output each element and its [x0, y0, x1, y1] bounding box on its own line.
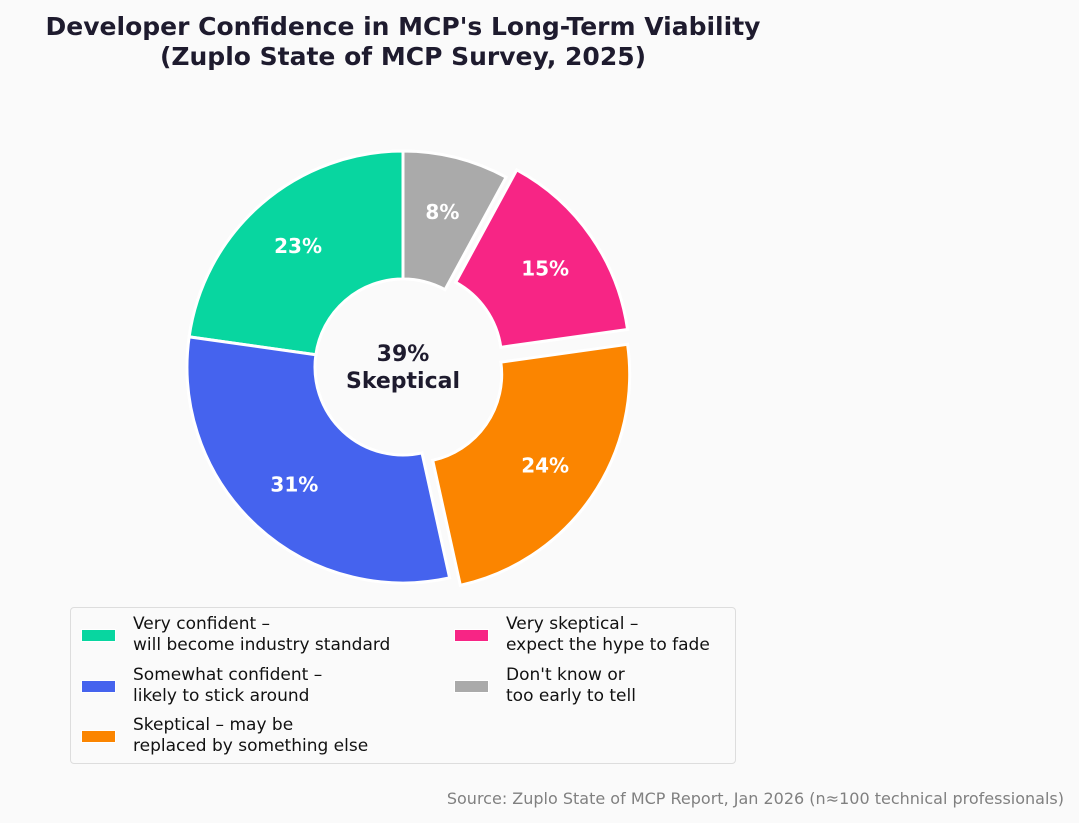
- legend-swatch: [454, 628, 489, 642]
- donut-slice: [401, 149, 509, 292]
- legend-swatch: [81, 679, 116, 693]
- center-value: 39%: [377, 342, 430, 367]
- slice-data-label: 31%: [270, 472, 318, 496]
- slice-data-label: 8%: [425, 200, 459, 224]
- donut-slice: [185, 335, 452, 585]
- donut-slice: [453, 167, 630, 350]
- legend-item: Very skeptical – expect the hype to fade: [454, 614, 710, 656]
- legend-label: Very skeptical – expect the hype to fade: [506, 614, 710, 655]
- slice-data-label: 15%: [521, 256, 569, 280]
- legend-item: Somewhat confident – likely to stick aro…: [81, 665, 322, 707]
- legend-label: Somewhat confident – likely to stick aro…: [133, 665, 323, 706]
- chart-title: Developer Confidence in MCP's Long-Term …: [45, 12, 761, 41]
- donut-slice: [187, 149, 405, 357]
- donut-slice: [430, 342, 632, 588]
- legend: Very confident – will become industry st…: [70, 607, 736, 764]
- legend-swatch: [81, 628, 116, 642]
- source-note: Source: Zuplo State of MCP Report, Jan 2…: [446, 789, 1064, 808]
- legend-item: Don't know or too early to tell: [454, 665, 636, 707]
- legend-label: Very confident – will become industry st…: [133, 614, 391, 655]
- slice-data-label: 23%: [274, 234, 322, 258]
- legend-item: Skeptical – may be replaced by something…: [81, 715, 368, 757]
- center-label: Skeptical: [346, 369, 460, 394]
- slice-data-label: 24%: [521, 454, 569, 478]
- legend-swatch: [454, 679, 489, 693]
- legend-item: Very confident – will become industry st…: [81, 614, 390, 656]
- chart-subtitle: (Zuplo State of MCP Survey, 2025): [159, 42, 647, 71]
- legend-swatch: [81, 729, 116, 743]
- legend-label: Don't know or too early to tell: [506, 665, 636, 706]
- legend-label: Skeptical – may be replaced by something…: [133, 715, 369, 756]
